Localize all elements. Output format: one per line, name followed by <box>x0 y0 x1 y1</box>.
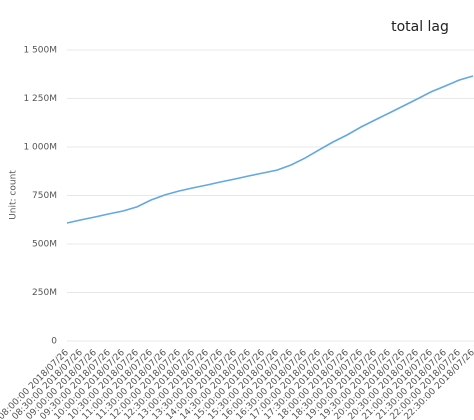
chart-title: total lag <box>391 19 449 35</box>
y-tick-label: 1 000M <box>23 143 57 153</box>
y-tick-label: 750M <box>32 191 57 201</box>
y-tick-label: 500M <box>32 240 57 250</box>
y-tick-label: 1 500M <box>23 46 57 56</box>
y-tick-label: 1 250M <box>23 94 57 104</box>
y-axis-label: Unit: count <box>9 170 19 220</box>
y-tick-label: 250M <box>32 288 57 298</box>
line <box>66 75 474 224</box>
y-tick-label: 0 <box>51 337 57 347</box>
